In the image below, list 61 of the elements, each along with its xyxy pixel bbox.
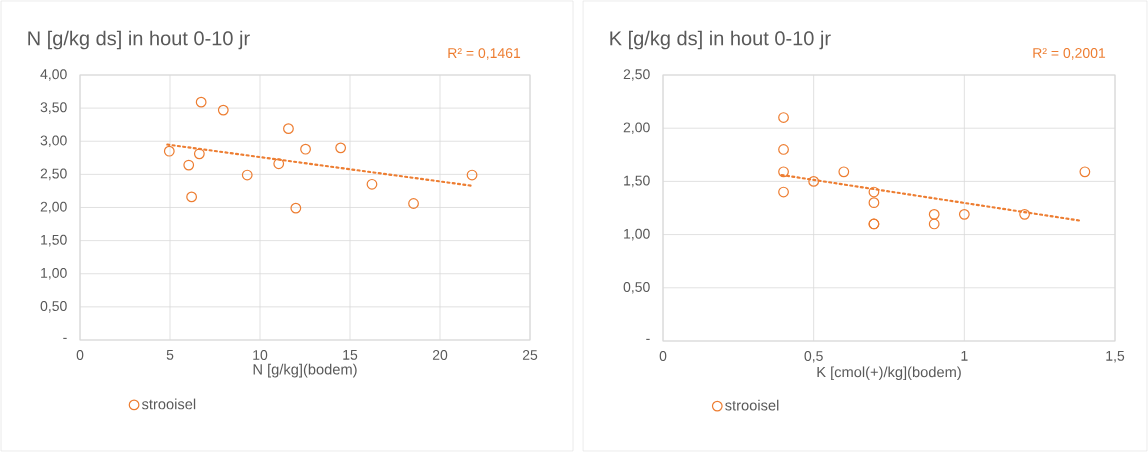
x-tick-label: 0 <box>659 351 667 361</box>
y-tick-label: 3,50 <box>40 102 67 114</box>
point <box>186 191 198 203</box>
point <box>928 208 940 220</box>
y-tick-label: - <box>646 338 650 340</box>
y-tick-label: 3,00 <box>40 135 67 148</box>
point <box>217 104 229 116</box>
point <box>300 143 311 155</box>
point <box>1079 166 1091 178</box>
x-tick-label: 10 <box>253 350 268 360</box>
x-tick-label: 1 <box>961 351 968 361</box>
y-tick-label: 1,50 <box>41 234 67 247</box>
y-tick-label: 1,50 <box>624 175 650 188</box>
chart-title: K [g/kg ds] in hout 0-10 jr <box>610 30 831 50</box>
legend-label: strooisel <box>725 399 779 411</box>
x-tick-label: 20 <box>432 350 448 360</box>
point <box>1019 208 1030 220</box>
x-axis-title: K [cmol(+)/kg](bodem) <box>817 366 961 381</box>
point <box>808 175 820 187</box>
x-tick-label: 5 <box>166 350 174 360</box>
point <box>163 145 175 157</box>
y-tick-label: 0,50 <box>623 282 650 294</box>
x-tick-label: 15 <box>343 350 358 360</box>
point <box>778 166 789 178</box>
point <box>928 218 940 230</box>
y-tick-label: 1,00 <box>624 228 650 241</box>
point <box>183 159 195 171</box>
point <box>838 166 850 178</box>
point <box>958 208 970 220</box>
y-tick-label: - <box>63 337 67 339</box>
y-tick-label: 2,50 <box>623 69 650 81</box>
point <box>193 148 205 160</box>
y-tick-label: 2,50 <box>40 168 67 181</box>
x-tick-label: 25 <box>522 350 538 360</box>
point <box>778 112 789 123</box>
point <box>335 142 347 154</box>
point <box>273 158 285 170</box>
point <box>778 144 789 155</box>
text: R² = 0,2001 <box>1033 48 1106 60</box>
point <box>778 186 789 198</box>
y-tick-label: 2,00 <box>623 122 650 134</box>
point <box>868 186 880 198</box>
point <box>466 169 478 181</box>
y-tick-label: 4,00 <box>40 69 67 81</box>
point <box>241 169 253 181</box>
point <box>366 178 378 190</box>
x-tick-label: 0,5 <box>804 351 823 363</box>
x-tick-label: 1,5 <box>1106 351 1125 363</box>
point <box>290 202 302 214</box>
x-tick-label: 0 <box>76 350 84 360</box>
chart-title: N [g/kg ds] in hout 0-10 jr <box>28 30 250 50</box>
point <box>195 96 207 108</box>
x-axis-title: N [g/kg](bodem) <box>253 363 357 378</box>
point <box>868 197 880 209</box>
y-tick-label: 2,00 <box>40 201 67 214</box>
point <box>283 123 294 135</box>
legend-label: strooisel <box>141 398 196 410</box>
point <box>408 198 419 209</box>
y-tick-label: 0,50 <box>40 301 67 313</box>
text: R² = 0,1461 <box>448 48 521 60</box>
y-tick-label: 1,00 <box>41 267 67 280</box>
